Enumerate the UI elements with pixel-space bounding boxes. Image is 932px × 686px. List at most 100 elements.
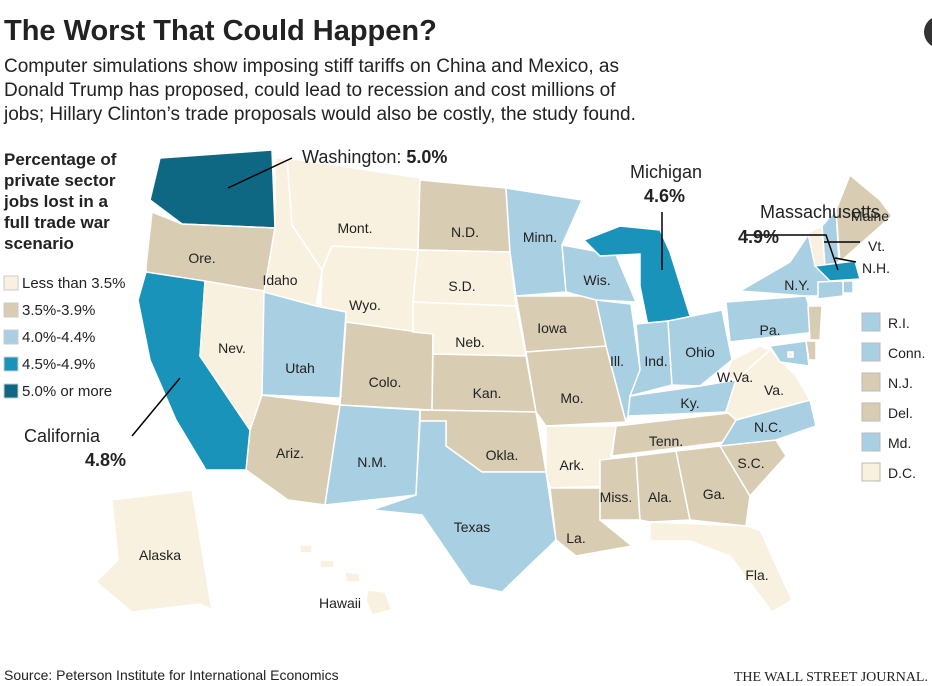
- state-label: N.Y.: [784, 277, 809, 293]
- state: [821, 208, 840, 267]
- leader-line: [131, 377, 181, 437]
- state-label: N.H.: [862, 260, 890, 276]
- state: [787, 351, 794, 358]
- source: Source: Peterson Institute for Internati…: [4, 667, 339, 683]
- state-label: Okla.: [486, 447, 519, 463]
- state-label: Fla.: [745, 567, 768, 583]
- state-label: Wis.: [583, 272, 610, 288]
- callout-value: 4.9%: [738, 227, 779, 247]
- state: [807, 305, 823, 341]
- title: The Worst That Could Happen?: [4, 15, 437, 47]
- state: [431, 353, 537, 413]
- legend-label: 5.0% or more: [22, 383, 112, 400]
- legend-label: Less than 3.5%: [22, 275, 125, 292]
- states: [94, 149, 894, 643]
- callout-state: Massachusetts: [760, 202, 880, 222]
- state: [417, 179, 511, 253]
- small-state-swatch: [861, 312, 881, 332]
- legend-label: 4.5%-4.9%: [22, 356, 95, 373]
- state-label: Ga.: [703, 486, 726, 502]
- state-label: Nev.: [218, 340, 246, 356]
- legend-swatch: [3, 329, 19, 345]
- state: [599, 455, 641, 521]
- callout-state: California: [24, 426, 101, 446]
- state: [628, 320, 673, 398]
- small-state-swatch: [861, 402, 881, 422]
- state-label: Hawaii: [319, 595, 361, 611]
- state: [525, 345, 627, 427]
- callout-value: 4.6%: [644, 186, 685, 206]
- legend-swatch: [3, 302, 19, 318]
- state-label: Mont.: [337, 220, 372, 236]
- state: [835, 173, 894, 264]
- callout-state: Washington:: [302, 147, 401, 167]
- state-label: Texas: [454, 519, 491, 535]
- state-label: N.M.: [357, 454, 387, 470]
- state: [667, 309, 733, 387]
- legend-title: private sector: [4, 171, 116, 190]
- state-label: Pa.: [759, 322, 780, 338]
- small-state-swatch: [861, 372, 881, 392]
- callout-value: 4.8%: [85, 450, 126, 470]
- state-label: N.C.: [754, 419, 782, 435]
- small-state-swatch: [861, 342, 881, 362]
- state-label: S.D.: [448, 278, 475, 294]
- small-state-label: R.I.: [888, 315, 910, 331]
- subtitle-line: Donald Trump has proposed, could lead to…: [4, 80, 616, 101]
- publisher: THE WALL STREET JOURNAL.: [734, 670, 928, 685]
- state-label: Utah: [285, 360, 315, 376]
- small-state-label: Del.: [888, 405, 913, 421]
- state: [339, 321, 434, 411]
- small-state-label: N.J.: [888, 375, 913, 391]
- state-label: Ariz.: [276, 445, 304, 461]
- callout: Washington: 5.0%: [302, 147, 447, 167]
- subtitle-line: jobs; Hillary Clinton’s trade proposals …: [3, 104, 636, 125]
- legend-title: Percentage of: [4, 150, 117, 169]
- state: [635, 450, 691, 523]
- callout-state: Michigan: [630, 162, 702, 182]
- leader-line: [834, 257, 857, 263]
- small-state-swatch: [861, 432, 881, 452]
- legend-swatch: [3, 356, 19, 372]
- small-state-label: Md.: [888, 435, 911, 451]
- state: [299, 544, 394, 616]
- state-label: W.Va.: [717, 369, 753, 385]
- legend-title: jobs lost in a: [3, 192, 108, 211]
- legend-title: scenario: [4, 234, 74, 253]
- state-label: Ala.: [648, 489, 672, 505]
- callout-value: 5.0%: [406, 147, 447, 167]
- annotations: Washington: 5.0% Ore. California 4.8% Nev. Id…: [24, 147, 925, 611]
- state-label: Iowa: [537, 320, 567, 336]
- state: [94, 489, 283, 643]
- state-label: Ohio: [685, 344, 715, 360]
- state-label: N.D.: [451, 224, 479, 240]
- state-label: Ky.: [680, 395, 699, 411]
- state-label: Colo.: [369, 374, 402, 390]
- state: [813, 260, 861, 282]
- leader-line: [227, 157, 293, 189]
- state-label: Kan.: [473, 385, 502, 401]
- state-label: Miss.: [600, 489, 633, 505]
- state-label: Minn.: [523, 229, 557, 245]
- legend-swatch: [3, 383, 19, 399]
- state: [842, 280, 854, 294]
- state-label: Mo.: [560, 390, 583, 406]
- legend-label: 4.0%-4.4%: [22, 329, 95, 346]
- state-label: Ore.: [188, 250, 215, 266]
- state-label: Tenn.: [649, 433, 683, 449]
- state-label: Ark.: [560, 457, 585, 473]
- state-label: Alaska: [139, 547, 181, 563]
- state-label: Ind.: [644, 353, 667, 369]
- legend-swatch: [3, 275, 19, 291]
- state: [545, 425, 617, 489]
- state: [649, 521, 793, 613]
- state-label: La.: [566, 530, 585, 546]
- legend-label: 3.5%-3.9%: [22, 302, 95, 319]
- state: [149, 149, 276, 229]
- state-label: Neb.: [455, 334, 485, 350]
- state-label: Maine: [851, 208, 889, 224]
- small-state-swatch: [861, 462, 881, 482]
- state: [817, 280, 844, 300]
